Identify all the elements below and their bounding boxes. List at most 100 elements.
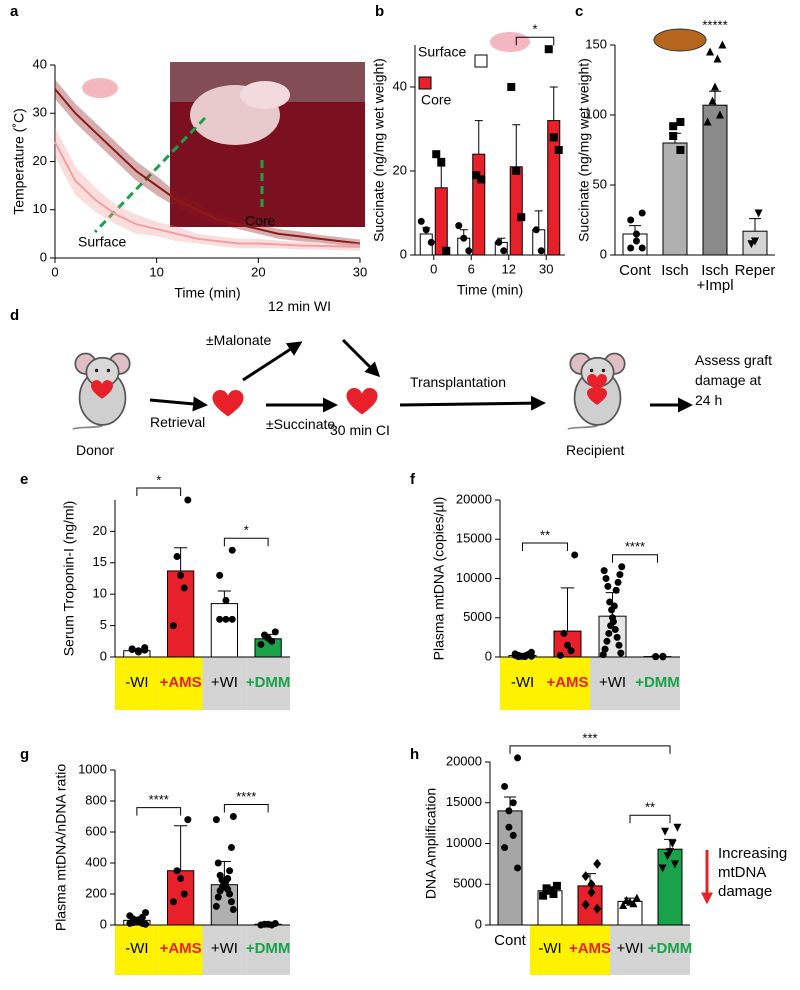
data-point (581, 899, 590, 910)
x-axis-label: Time (min) (174, 285, 240, 301)
data-point (227, 898, 235, 906)
data-point (229, 906, 237, 913)
y-tick-label: 50 (593, 176, 607, 191)
data-point (169, 622, 177, 630)
data-point (612, 586, 620, 594)
bar (702, 104, 728, 256)
diagram-label: Donor (76, 442, 115, 458)
y-tick-label: 5000 (453, 876, 482, 891)
data-point (666, 848, 674, 857)
category-band (650, 925, 690, 975)
data-point (747, 240, 756, 249)
label-box: Reper (735, 263, 776, 278)
panel-letter: a (10, 3, 19, 20)
panel-letter: h (410, 746, 419, 763)
significance-bracket (629, 814, 671, 824)
panel-letter: f (410, 471, 416, 488)
data-point (427, 238, 435, 246)
legend-label: Core (421, 92, 452, 108)
data-point (177, 875, 185, 882)
category-band (158, 925, 203, 975)
data-point (616, 571, 624, 579)
data-point (606, 598, 614, 606)
data-point (465, 247, 473, 255)
data-point (554, 146, 563, 154)
significance-bracket (136, 807, 182, 816)
series-label: Core (245, 213, 276, 229)
category-label: +AMS (546, 674, 589, 691)
data-point (676, 146, 685, 154)
category-label: +DMM (647, 941, 693, 957)
data-point (571, 551, 579, 559)
significance-bracket (522, 542, 568, 551)
significance-bracket (136, 487, 182, 496)
bar (210, 603, 238, 658)
category-band (202, 657, 247, 710)
data-point (134, 648, 142, 656)
label-box: Isch +Impl (696, 263, 733, 293)
category-band (115, 657, 159, 710)
category-label: +DMM (245, 941, 291, 957)
category-label: Cont (494, 933, 526, 949)
y-tick-label: 400 (85, 854, 107, 869)
data-point (567, 647, 575, 655)
data-point (216, 571, 224, 579)
category-band (246, 657, 290, 710)
label-box: +AMS (160, 941, 202, 956)
category-band (570, 925, 610, 975)
heart (212, 390, 244, 417)
significance-label: ***** (702, 17, 727, 32)
data-point (184, 816, 192, 824)
category-band (246, 925, 290, 975)
label-box: +WI (210, 941, 238, 957)
data-point (632, 237, 640, 245)
diagram-label: ±Malonate (206, 332, 272, 348)
line (54, 141, 361, 248)
error-band (55, 127, 360, 251)
data-point (581, 871, 590, 882)
data-point (532, 226, 540, 234)
y-tick-label: 20000 (456, 491, 492, 506)
category-band (545, 657, 590, 710)
y-axis-label: Plasma mtDNA (copies/µl) (431, 497, 447, 661)
arrow (242, 341, 303, 382)
category-label: +WI (210, 941, 238, 957)
y-tick-label: 0 (485, 648, 492, 663)
data-point (501, 844, 509, 852)
label-box: +DMM (245, 941, 291, 957)
label-box: +AMS (160, 675, 202, 690)
data-point (500, 247, 508, 255)
category-band (202, 925, 247, 975)
diagram-label: Recipient (566, 442, 625, 458)
bar (434, 187, 448, 256)
y-tick-label: 15 (93, 554, 107, 569)
data-point (509, 831, 517, 839)
data-point (268, 637, 276, 645)
error-bar (474, 120, 483, 155)
label-box: +WI (599, 675, 626, 690)
y-tick-label: 600 (85, 823, 107, 838)
data-point (472, 171, 481, 180)
category-band (530, 925, 570, 975)
data-point (222, 596, 230, 604)
diagram-label: Retrieval (150, 414, 206, 430)
significance-label: **** (625, 539, 645, 554)
line (54, 88, 361, 245)
label-box: +WI (616, 941, 643, 956)
data-point (216, 887, 224, 895)
heart (346, 388, 378, 415)
data-point (226, 867, 234, 875)
data-point (663, 852, 672, 861)
panel-letter: e (20, 471, 28, 488)
panel-letter: b (375, 3, 384, 20)
label-box: Isch (661, 263, 689, 278)
data-point (587, 887, 596, 898)
category-label: +DMM (635, 674, 680, 691)
data-point (713, 54, 722, 63)
data-point (507, 83, 516, 91)
significance-bracket (223, 804, 269, 813)
x-tick-label: 0 (430, 261, 437, 276)
label-box: +DMM (635, 674, 680, 691)
y-tick-label: 40 (33, 56, 47, 71)
